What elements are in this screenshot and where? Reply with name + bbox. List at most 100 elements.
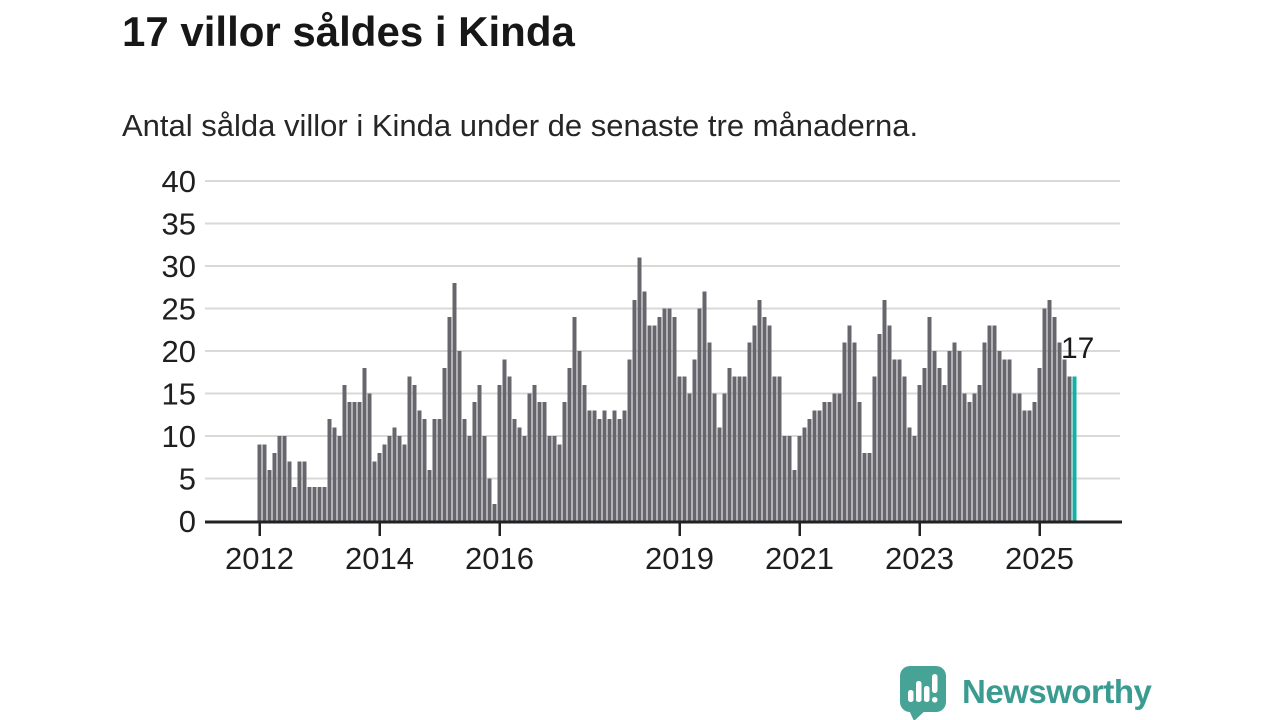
bar bbox=[917, 385, 922, 521]
bar bbox=[777, 376, 782, 521]
bar bbox=[707, 342, 712, 521]
bar bbox=[872, 376, 877, 521]
bar bbox=[712, 393, 717, 521]
bar bbox=[497, 385, 502, 521]
bar bbox=[697, 308, 702, 521]
bar bbox=[357, 402, 362, 521]
bar bbox=[387, 436, 392, 521]
bar bbox=[337, 436, 342, 521]
bar bbox=[827, 402, 832, 521]
bar bbox=[927, 317, 932, 521]
bar bbox=[987, 325, 992, 521]
bar bbox=[562, 402, 567, 521]
bar bbox=[602, 410, 607, 521]
bar bbox=[762, 317, 767, 521]
bar bbox=[547, 436, 552, 521]
highlighted-bar bbox=[1072, 376, 1077, 521]
bar bbox=[1007, 359, 1012, 521]
bar bbox=[422, 419, 427, 521]
bar bbox=[322, 487, 327, 521]
bar bbox=[972, 393, 977, 521]
y-axis-label: 15 bbox=[162, 377, 196, 412]
bar bbox=[442, 368, 447, 521]
bar bbox=[887, 325, 892, 521]
x-axis-label: 2021 bbox=[765, 541, 834, 576]
bar bbox=[377, 453, 382, 521]
bar bbox=[267, 470, 272, 521]
bar bbox=[502, 359, 507, 521]
bar bbox=[542, 402, 547, 521]
bar bbox=[567, 368, 572, 521]
bar bbox=[947, 351, 952, 521]
x-axis-label: 2019 bbox=[645, 541, 714, 576]
bar bbox=[302, 461, 307, 521]
bar bbox=[482, 436, 487, 521]
bar bbox=[637, 257, 642, 521]
bar bbox=[932, 351, 937, 521]
bar bbox=[1037, 368, 1042, 521]
bar bbox=[517, 427, 522, 521]
bar bbox=[1057, 342, 1062, 521]
bar bbox=[1027, 410, 1032, 521]
bar bbox=[657, 317, 662, 521]
bar bbox=[992, 325, 997, 521]
bar bbox=[732, 376, 737, 521]
bar bbox=[787, 436, 792, 521]
bar bbox=[642, 291, 647, 521]
bar bbox=[757, 300, 762, 521]
bar bbox=[782, 436, 787, 521]
bar bbox=[417, 410, 422, 521]
bar bbox=[332, 427, 337, 521]
bar bbox=[522, 436, 527, 521]
bar bbox=[552, 436, 557, 521]
y-axis-label: 0 bbox=[179, 504, 196, 539]
bar bbox=[807, 419, 812, 521]
bar bbox=[677, 376, 682, 521]
bar bbox=[1017, 393, 1022, 521]
y-axis-label: 10 bbox=[162, 419, 196, 454]
bar bbox=[342, 385, 347, 521]
bar bbox=[627, 359, 632, 521]
y-axis-label: 40 bbox=[162, 164, 196, 199]
bar bbox=[1022, 410, 1027, 521]
bar bbox=[487, 478, 492, 521]
bar bbox=[742, 376, 747, 521]
bar bbox=[382, 444, 387, 521]
bar bbox=[847, 325, 852, 521]
bar bbox=[897, 359, 902, 521]
x-axis-label: 2016 bbox=[465, 541, 534, 576]
bar bbox=[817, 410, 822, 521]
page-title: 17 villor såldes i Kinda bbox=[122, 8, 575, 55]
bar bbox=[1052, 317, 1057, 521]
bar bbox=[922, 368, 927, 521]
bar bbox=[447, 317, 452, 521]
bar bbox=[362, 368, 367, 521]
bar bbox=[292, 487, 297, 521]
bar bbox=[372, 461, 377, 521]
bar bbox=[802, 427, 807, 521]
bar bbox=[1012, 393, 1017, 521]
bar bbox=[367, 393, 372, 521]
bar bbox=[257, 444, 262, 521]
x-axis-label: 2012 bbox=[225, 541, 294, 576]
bar bbox=[632, 300, 637, 521]
bar bbox=[882, 300, 887, 521]
bar bbox=[607, 419, 612, 521]
bar bbox=[287, 461, 292, 521]
bar bbox=[492, 504, 497, 521]
bar bbox=[407, 376, 412, 521]
bar bbox=[462, 419, 467, 521]
bar bbox=[472, 402, 477, 521]
bar bbox=[582, 385, 587, 521]
bar bbox=[327, 419, 332, 521]
bar bbox=[842, 342, 847, 521]
bar bbox=[527, 393, 532, 521]
bar bbox=[512, 419, 517, 521]
bar bbox=[352, 402, 357, 521]
bar bbox=[1067, 376, 1072, 521]
bar bbox=[312, 487, 317, 521]
bar bbox=[822, 402, 827, 521]
bar bbox=[662, 308, 667, 521]
